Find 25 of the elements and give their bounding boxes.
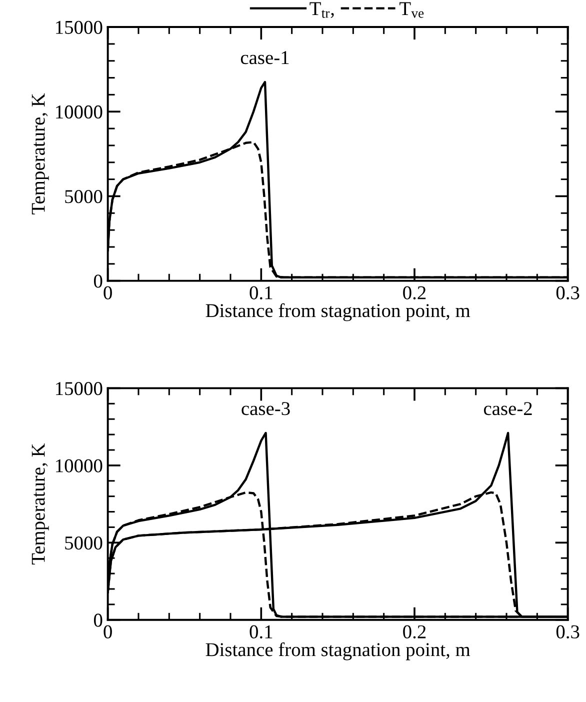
y-tick-label: 10000 bbox=[56, 459, 102, 472]
x-tick-label: 0 bbox=[104, 286, 112, 300]
x-axis-title: Distance from stagnation point, m bbox=[206, 642, 470, 660]
x-tick-label: 0.1 bbox=[250, 625, 272, 638]
y-axis-title: Temperature, K bbox=[32, 93, 49, 214]
y-tick-label: 5000 bbox=[65, 536, 102, 550]
annotation: case-3 bbox=[242, 402, 290, 416]
x-tick-label: 0.3 bbox=[556, 625, 580, 638]
x-tick-label: 0.2 bbox=[403, 625, 426, 638]
y-tick-label: 15000 bbox=[56, 20, 102, 34]
y-tick-label: 0 bbox=[94, 274, 102, 288]
y-tick-label: 15000 bbox=[56, 382, 102, 396]
x-axis-title: Distance from stagnation point, m bbox=[206, 303, 470, 322]
x-tick-label: 0.2 bbox=[403, 286, 426, 300]
x-tick-label: 0 bbox=[104, 625, 112, 638]
annotation: case-2 bbox=[484, 402, 532, 416]
y-tick-label: 0 bbox=[94, 614, 102, 627]
y-tick-label: 10000 bbox=[56, 105, 102, 119]
legend-label: T$_{tr}$, bbox=[310, 2, 334, 18]
x-tick-label: 0.3 bbox=[556, 286, 580, 300]
legend-label: T$_{ve}$ bbox=[400, 2, 424, 18]
x-tick-label: 0.1 bbox=[250, 286, 272, 300]
y-tick-label: 5000 bbox=[65, 190, 102, 204]
y-axis-title: Temperature, K bbox=[32, 443, 49, 565]
annotation: case-1 bbox=[240, 51, 289, 64]
